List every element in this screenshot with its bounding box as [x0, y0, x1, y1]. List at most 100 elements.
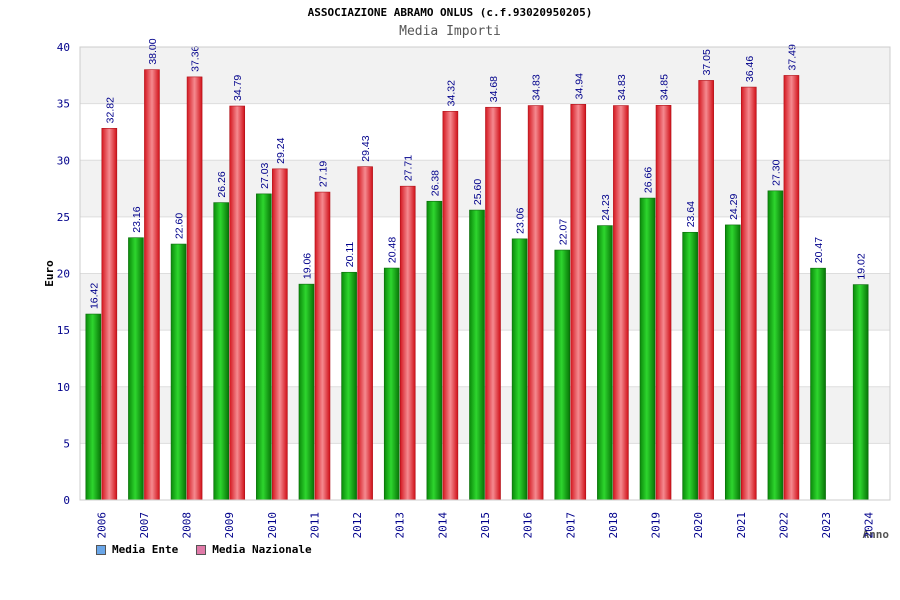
x-tick-label: 2019: [650, 512, 663, 539]
x-tick-label: 2024: [863, 512, 876, 539]
bar-media-nazionale: [144, 69, 160, 501]
value-label-media-ente: 27.30: [770, 159, 782, 185]
chart-title: ASSOCIAZIONE ABRAMO ONLUS (c.f.930209502…: [307, 6, 593, 19]
value-label-media-ente: 23.64: [685, 201, 697, 227]
bar-media-ente: [724, 224, 741, 501]
x-tick-label: 2007: [138, 512, 151, 539]
value-label-media-ente: 22.07: [557, 219, 569, 245]
x-tick-label: 2018: [607, 512, 620, 539]
legend-label-media-nazionale: Media Nazionale: [212, 543, 312, 556]
value-label-media-nazionale: 34.83: [616, 74, 628, 100]
x-tick-label: 2022: [777, 512, 790, 539]
x-tick-label: 2011: [308, 512, 321, 539]
bar-media-ente: [426, 200, 443, 501]
bar-media-nazionale: [613, 105, 629, 501]
x-tick-label: 2008: [181, 512, 194, 539]
bar-media-ente: [767, 190, 784, 501]
bar-media-ente: [213, 202, 230, 501]
x-tick-label: 2010: [266, 512, 279, 539]
plot-frame: [79, 46, 891, 501]
x-axis-label: Anno: [863, 528, 890, 541]
value-label-media-nazionale: 34.94: [573, 73, 585, 99]
bar-media-nazionale: [527, 105, 544, 501]
bar-media-nazionale: [783, 75, 800, 501]
bar-media-nazionale: [698, 80, 714, 501]
value-label-media-ente: 26.66: [643, 167, 655, 193]
x-tick-label: 2023: [820, 512, 833, 539]
bar-media-ente: [554, 249, 571, 501]
bar-media-ente: [511, 238, 528, 501]
legend-label-media-ente: Media Ente: [112, 543, 179, 556]
y-axis-label: Euro: [43, 260, 56, 287]
y-tick-label: 20: [57, 268, 70, 281]
bar-media-ente: [682, 231, 698, 501]
value-label-media-nazionale: 37.36: [190, 45, 202, 71]
value-label-media-ente: 16.42: [88, 283, 100, 309]
bar-media-ente: [256, 193, 272, 501]
x-tick-label: 2020: [692, 512, 705, 539]
x-tick-label: 2016: [522, 512, 535, 539]
value-label-media-ente: 24.23: [600, 194, 612, 220]
bar-media-ente: [341, 271, 357, 501]
value-label-media-ente: 23.06: [515, 207, 527, 233]
value-label-media-nazionale: 34.83: [531, 74, 543, 100]
y-tick-label: 0: [63, 494, 70, 507]
x-tick-label: 2009: [223, 512, 236, 539]
bar-media-nazionale: [272, 168, 288, 501]
y-tick-label: 35: [57, 98, 70, 111]
chart-subtitle: Media Importi: [399, 24, 501, 39]
x-tick-label: 2013: [394, 512, 407, 539]
bar-media-nazionale: [357, 166, 373, 501]
x-tick-label: 2014: [436, 512, 449, 539]
value-label-media-ente: 20.47: [813, 237, 825, 263]
bar-media-ente: [852, 284, 869, 501]
value-label-media-ente: 26.26: [216, 171, 228, 197]
bar-media-ente: [128, 237, 144, 501]
value-label-media-ente: 19.02: [856, 253, 868, 279]
bar-media-ente: [810, 267, 826, 501]
x-tick-label: 2006: [95, 512, 108, 539]
bar-media-ente: [383, 267, 400, 501]
y-tick-label: 30: [57, 154, 70, 167]
x-tick-label: 2012: [351, 512, 364, 539]
bar-media-ente: [298, 283, 315, 501]
value-label-media-nazionale: 27.71: [403, 155, 415, 181]
value-label-media-nazionale: 37.05: [701, 49, 713, 75]
legend-swatch-media-ente: [96, 544, 106, 555]
legend-swatch-media-nazionale: [196, 544, 207, 555]
bar-media-ente: [170, 243, 187, 501]
value-label-media-ente: 20.11: [344, 242, 356, 268]
value-label-media-nazionale: 29.43: [360, 135, 372, 161]
value-label-media-nazionale: 27.19: [317, 161, 329, 187]
bar-media-nazionale: [655, 105, 672, 501]
bar-media-nazionale: [229, 105, 246, 501]
bar-media-nazionale: [570, 104, 587, 501]
y-tick-label: 40: [57, 41, 70, 54]
legend-item-media-nazionale: Media Nazionale: [196, 543, 312, 556]
value-label-media-nazionale: 34.32: [445, 80, 457, 106]
bar-media-nazionale: [314, 191, 331, 501]
x-tick-label: 2015: [479, 512, 492, 539]
value-label-media-nazionale: 29.24: [275, 137, 287, 163]
value-label-media-ente: 20.48: [387, 237, 399, 263]
value-label-media-ente: 19.06: [301, 253, 313, 279]
value-label-media-ente: 23.16: [131, 206, 143, 232]
bar-media-nazionale: [186, 76, 203, 501]
value-label-media-ente: 27.03: [259, 162, 271, 188]
y-tick-label: 25: [57, 211, 70, 224]
value-label-media-nazionale: 32.82: [104, 97, 116, 123]
bar-media-ente: [639, 197, 656, 501]
value-label-media-nazionale: 34.79: [232, 75, 244, 101]
x-tick-label: 2017: [564, 512, 577, 539]
bar-media-ente: [469, 209, 485, 501]
bar-media-ente: [85, 313, 102, 501]
value-label-media-nazionale: 38.00: [147, 38, 159, 64]
value-label-media-nazionale: 36.46: [744, 56, 756, 82]
value-label-media-ente: 22.60: [174, 213, 186, 239]
bar-media-ente: [597, 225, 613, 501]
y-tick-label: 5: [63, 437, 70, 450]
bar-media-nazionale: [485, 106, 501, 501]
bar-media-nazionale: [740, 86, 757, 501]
legend-item-media-ente: Media Ente: [96, 543, 178, 556]
